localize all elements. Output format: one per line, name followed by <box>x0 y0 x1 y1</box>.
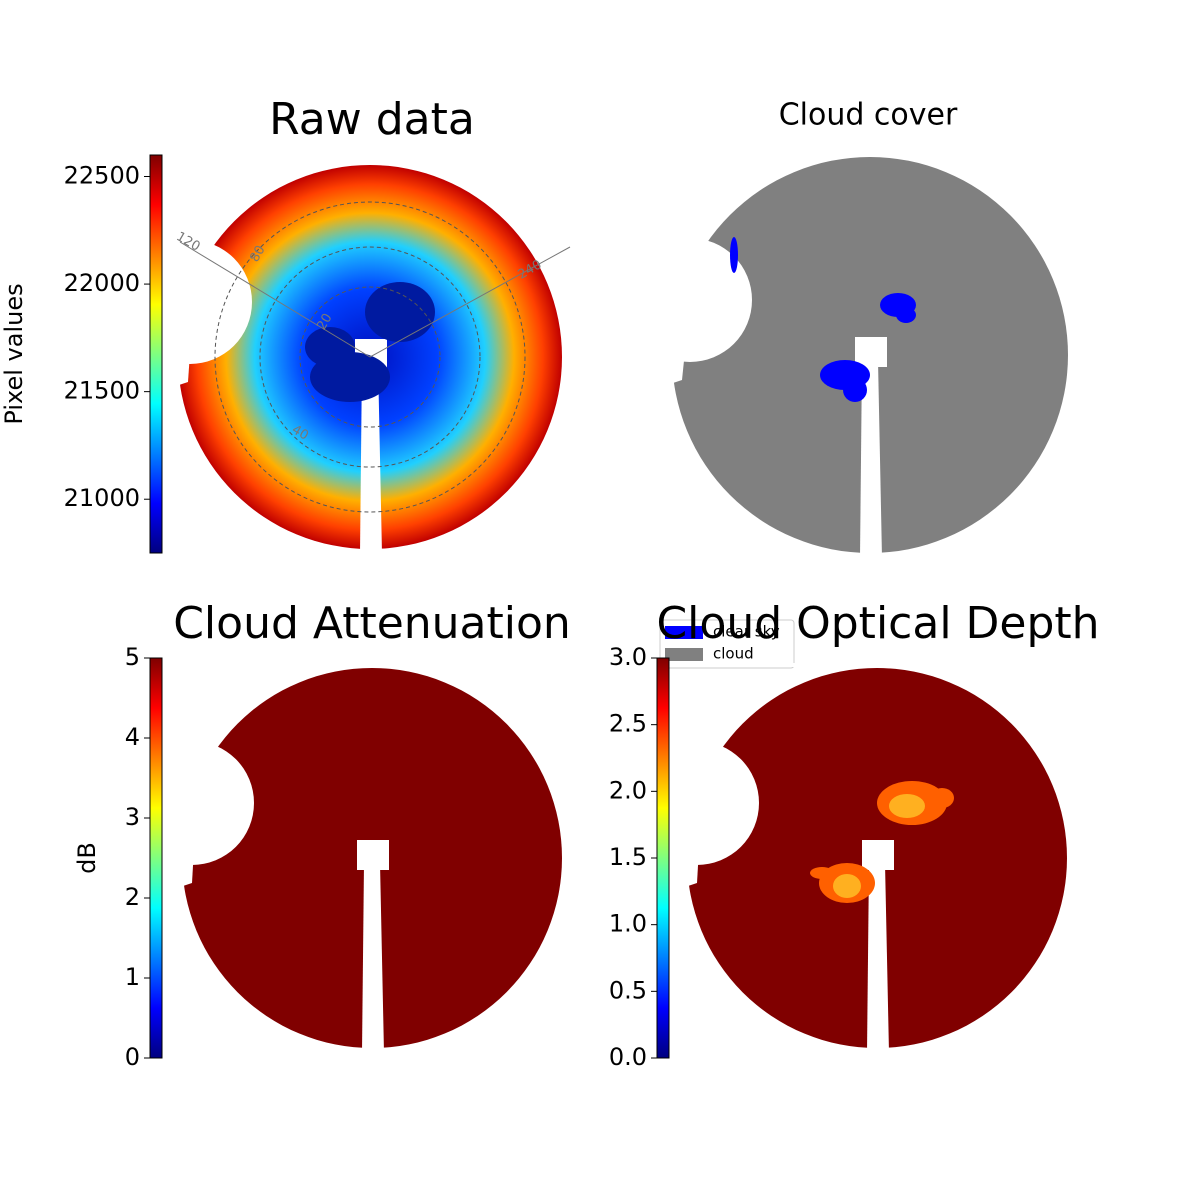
colorbar-tick-label: 2.5 <box>609 710 647 738</box>
cloud-patch <box>305 327 355 367</box>
cloud-patch <box>843 378 867 402</box>
mask-stripe <box>360 362 382 554</box>
colorbar-tick-label: 1 <box>125 963 140 991</box>
cloud-patch <box>930 788 954 808</box>
cloud-patch <box>730 237 738 273</box>
legend-label: cloud <box>713 645 754 663</box>
mask-block <box>862 840 894 870</box>
cloud-patch <box>896 307 916 323</box>
mask-corner <box>177 708 202 888</box>
colorbar-tick-label: 0.0 <box>609 1043 647 1071</box>
mask-top <box>177 663 567 667</box>
polar-label: 80 <box>247 243 268 265</box>
panel-title: Raw data <box>269 94 475 145</box>
panel-title: Cloud cover <box>779 98 958 133</box>
cloud-patch <box>365 282 435 342</box>
mask-top <box>173 160 567 164</box>
colorbar <box>150 155 162 553</box>
mask-corner <box>667 205 700 385</box>
colorbar-tick-label: 4 <box>125 723 140 751</box>
legend-label: clear sky <box>713 623 780 641</box>
colorbar-tick-label: 21000 <box>64 484 140 512</box>
colorbar-tick-label: 22000 <box>64 269 140 297</box>
legend-swatch <box>665 648 703 661</box>
cloud-patch <box>889 794 925 818</box>
colorbar-tick-label: 3.0 <box>609 643 647 671</box>
polar-label: 20 <box>314 311 335 333</box>
colorbar-label: dB <box>73 842 101 874</box>
mask-top <box>682 663 1072 667</box>
cloud-patch <box>810 867 834 879</box>
panel-title: Cloud Optical Depth <box>656 598 1099 649</box>
mask-stripe <box>362 863 384 1053</box>
colorbar-frame <box>149 154 163 554</box>
colorbar-tick-label: 2.0 <box>609 776 647 804</box>
mask-block <box>855 337 887 367</box>
colorbar-tick-label: 0.5 <box>609 976 647 1004</box>
colorbar-tick-label: 1.0 <box>609 910 647 938</box>
mask-corner <box>682 708 707 888</box>
colorbar <box>150 658 162 1058</box>
colorbar-tick-label: 3 <box>125 803 140 831</box>
colorbar-tick-label: 21500 <box>64 377 140 405</box>
cloud-patch <box>833 874 861 898</box>
polar-grid <box>299 286 441 428</box>
polar-grid <box>259 246 481 468</box>
legend-swatch <box>665 626 703 639</box>
colorbar-tick-label: 5 <box>125 643 140 671</box>
colorbar-tick-label: 1.5 <box>609 843 647 871</box>
colorbar-tick-label: 22500 <box>64 162 140 190</box>
polar-spoke <box>369 246 571 358</box>
panel-title: Cloud Attenuation <box>173 598 571 649</box>
colorbar-tick-label: 0 <box>125 1043 140 1071</box>
colorbar <box>657 658 669 1058</box>
mask-corner <box>173 207 200 387</box>
polar-grid <box>214 201 526 513</box>
colorbar-label: Pixel values <box>0 283 28 424</box>
polar-spoke <box>179 241 371 358</box>
colorbar-tick-label: 2 <box>125 883 140 911</box>
mask-stripe <box>860 360 882 558</box>
mask-block <box>357 840 389 870</box>
mask-top <box>667 152 1073 156</box>
mask-stripe <box>867 863 889 1053</box>
colorbar-frame <box>149 657 163 1059</box>
polar-label: 40 <box>289 422 311 443</box>
